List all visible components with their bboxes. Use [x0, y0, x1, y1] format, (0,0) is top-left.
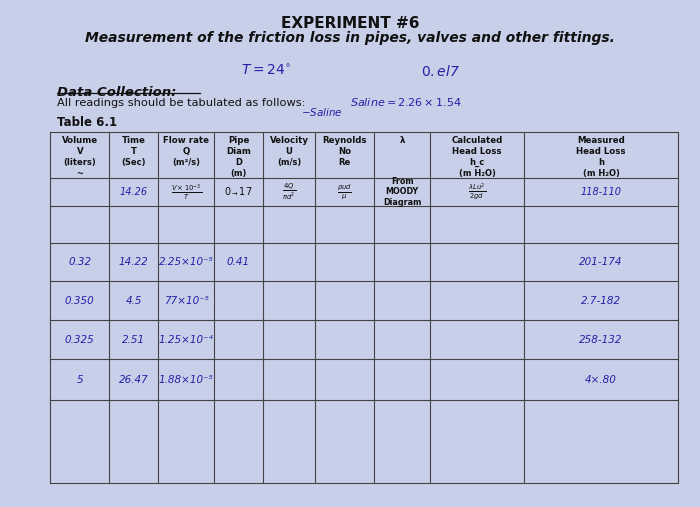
Text: V: V [76, 148, 83, 157]
Text: 0.350: 0.350 [65, 296, 94, 306]
Text: Volume: Volume [62, 136, 98, 145]
Text: $\mathit{-Saline}$: $\mathit{-Saline}$ [301, 106, 343, 118]
Text: Measurement of the friction loss in pipes, valves and other fittings.: Measurement of the friction loss in pipe… [85, 30, 615, 45]
Text: 201-174: 201-174 [580, 258, 623, 267]
Text: 26.47: 26.47 [119, 375, 148, 384]
Text: 2.7-182: 2.7-182 [581, 296, 621, 306]
Text: (m H₂O): (m H₂O) [582, 169, 620, 178]
Text: 4.5: 4.5 [125, 296, 142, 306]
Text: 14.26: 14.26 [120, 187, 148, 197]
Text: 2.51: 2.51 [122, 335, 146, 345]
Text: ~: ~ [76, 169, 83, 178]
Text: $\frac{V\times10^{-3}}{T}$: $\frac{V\times10^{-3}}{T}$ [171, 182, 202, 202]
Text: $\frac{4Q}{\pi d^2}$: $\frac{4Q}{\pi d^2}$ [282, 182, 296, 202]
Text: $0.\mathregular{e}l\mathregular{7}$: $0.\mathregular{e}l\mathregular{7}$ [421, 64, 460, 79]
Text: Q: Q [183, 148, 190, 157]
Text: Flow rate: Flow rate [163, 136, 209, 145]
Text: $0_{\rightarrow}17$: $0_{\rightarrow}17$ [224, 186, 253, 198]
Text: 0.325: 0.325 [65, 335, 94, 345]
Text: 2.25×10⁻⁵: 2.25×10⁻⁵ [159, 258, 214, 267]
Text: Head Loss: Head Loss [452, 148, 502, 157]
Text: 118-110: 118-110 [580, 187, 622, 197]
Text: $T = 24^{\circ}$: $T = 24^{\circ}$ [241, 64, 291, 79]
Text: λ: λ [400, 136, 405, 145]
Text: Velocity: Velocity [270, 136, 309, 145]
Text: $\frac{\lambda Lu^2}{2gd}$: $\frac{\lambda Lu^2}{2gd}$ [468, 182, 486, 202]
Text: (m²/s): (m²/s) [172, 158, 200, 167]
Text: No: No [338, 148, 351, 157]
Text: 0.41: 0.41 [227, 258, 250, 267]
Text: 77×10⁻⁵: 77×10⁻⁵ [164, 296, 209, 306]
Text: $\frac{\rho ud}{\mu}$: $\frac{\rho ud}{\mu}$ [337, 183, 352, 201]
Text: (liters): (liters) [64, 158, 96, 167]
Text: Data Collection:: Data Collection: [57, 86, 176, 99]
Text: (Sec): (Sec) [122, 158, 146, 167]
Text: T: T [131, 148, 137, 157]
Text: All readings should be tabulated as follows:: All readings should be tabulated as foll… [57, 98, 306, 108]
Text: 0.32: 0.32 [69, 258, 92, 267]
Text: Table 6.1: Table 6.1 [57, 116, 118, 129]
Text: h: h [598, 158, 604, 167]
Text: (m): (m) [230, 169, 246, 178]
Text: Diam: Diam [226, 148, 251, 157]
Text: (m H₂O): (m H₂O) [458, 169, 496, 178]
Text: Pipe: Pipe [228, 136, 249, 145]
Text: 258-132: 258-132 [580, 335, 623, 345]
Text: From
MOODY
Diagram: From MOODY Diagram [383, 177, 421, 207]
Text: Measured: Measured [577, 136, 625, 145]
Text: D: D [235, 158, 242, 167]
Text: Time: Time [122, 136, 146, 145]
Text: h_c: h_c [470, 158, 485, 167]
Text: U: U [286, 148, 293, 157]
Text: 1.25×10⁻⁴: 1.25×10⁻⁴ [159, 335, 214, 345]
Text: 14.22: 14.22 [119, 258, 148, 267]
Text: 5: 5 [76, 375, 83, 384]
Text: Head Loss: Head Loss [576, 148, 626, 157]
Text: 1.88×10⁻⁵: 1.88×10⁻⁵ [159, 375, 214, 384]
Text: EXPERIMENT #6: EXPERIMENT #6 [281, 16, 419, 30]
Text: (m/s): (m/s) [277, 158, 301, 167]
Text: $\mathit{Saline=2.26\times1.54}$: $\mathit{Saline=2.26\times1.54}$ [350, 96, 461, 107]
Text: Calculated: Calculated [452, 136, 503, 145]
Text: 4×.80: 4×.80 [585, 375, 617, 384]
Text: Reynolds: Reynolds [323, 136, 367, 145]
Text: Re: Re [339, 158, 351, 167]
